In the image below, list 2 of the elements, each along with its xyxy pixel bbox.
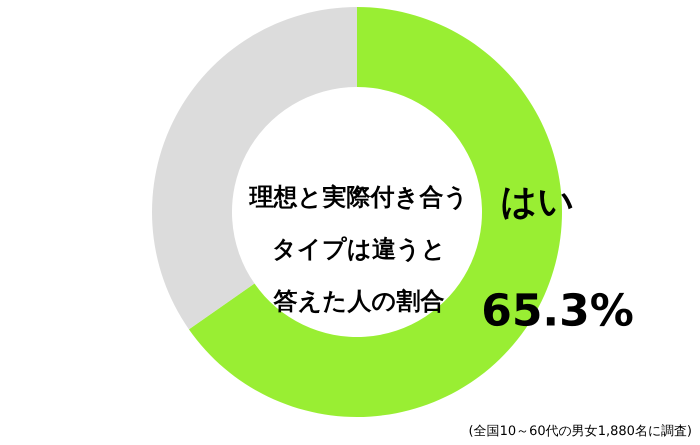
text: (全国10～60代の男女1,880名に調査): [468, 424, 692, 439]
text: 理想と実際付き合うタイプは違うと答えた人の割合: [248, 183, 468, 315]
